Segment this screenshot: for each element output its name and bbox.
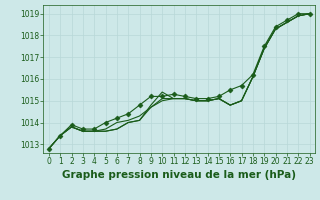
X-axis label: Graphe pression niveau de la mer (hPa): Graphe pression niveau de la mer (hPa) (62, 170, 296, 180)
